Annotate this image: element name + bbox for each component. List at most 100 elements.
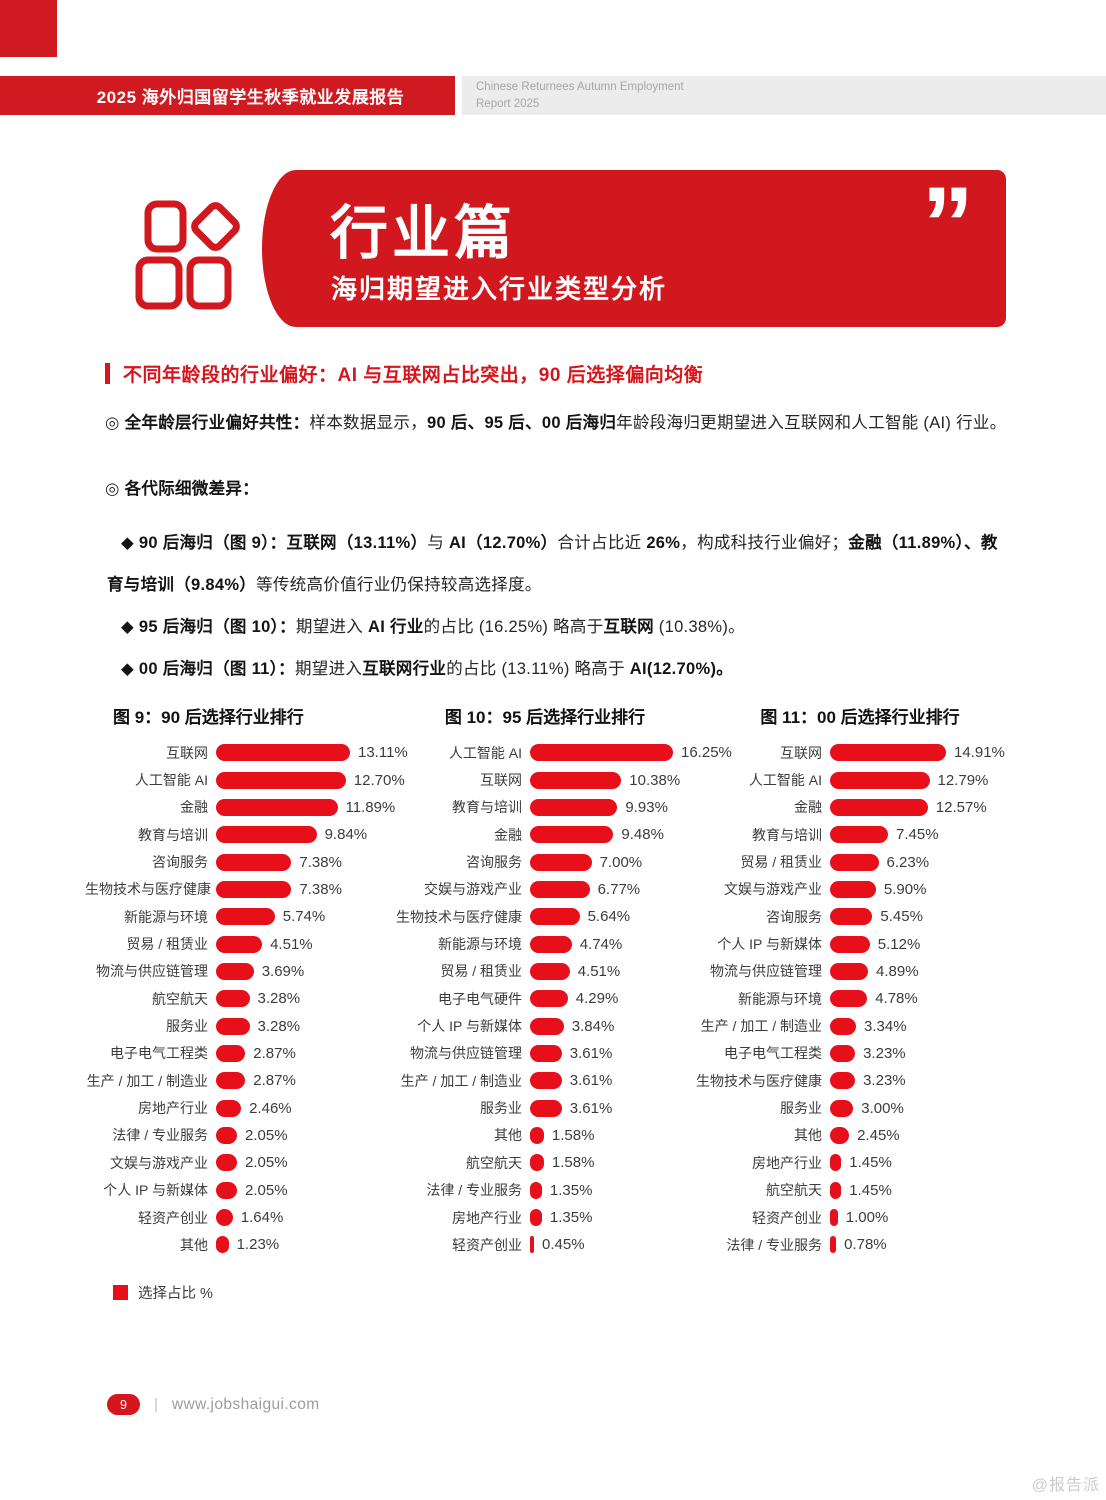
chart-title: 图 9：90 后选择行业排行 (113, 708, 304, 727)
value-label: 5.12% (877, 935, 921, 953)
bar (216, 1099, 242, 1117)
value-label: 3.28% (257, 990, 301, 1008)
value-label: 3.23% (863, 1072, 906, 1090)
text-segment: ◆ 00 后海归（图 11）： (121, 660, 295, 678)
chart-row: 物流与供应链管理 3.61% (395, 1040, 695, 1067)
bar (530, 798, 618, 816)
chart-row: 轻资产创业 1.00% (695, 1204, 1025, 1231)
bar (216, 908, 275, 926)
corner-decor-square (0, 0, 57, 57)
bar (216, 1017, 250, 1035)
category-label: 法律 / 专业服务 (426, 1182, 522, 1199)
bar (830, 990, 868, 1008)
chart-row: 物流与供应链管理 4.89% (695, 958, 1025, 985)
category-label: 咨询服务 (152, 854, 208, 871)
bar (216, 853, 292, 871)
value-label: 13.11% (358, 744, 408, 762)
chapter-banner: 行业篇 海归期望进入行业类型分析 ” (262, 170, 1006, 327)
chapter-subtitle: 海归期望进入行业类型分析 (331, 274, 668, 304)
icon-diamond (191, 202, 240, 251)
value-label: 7.38% (299, 880, 342, 898)
chart-row: 咨询服务 7.00% (395, 848, 695, 875)
category-label: 互联网 (166, 744, 208, 761)
text-segment: 等传统高价值行业仍保持较高选择度。 (256, 576, 542, 594)
chart-row: 法律 / 专业服务 2.05% (85, 1122, 395, 1149)
chart-row: 生物技术与医疗健康 3.23% (695, 1067, 1025, 1094)
legend-swatch-icon (113, 1285, 128, 1300)
bar (830, 1181, 842, 1199)
bar (216, 880, 292, 898)
category-label: 生产 / 加工 / 制造业 (400, 1072, 522, 1089)
value-label: 3.34% (864, 1017, 907, 1035)
report-title-cn: 2025 海外归国留学生秋季就业发展报告 (96, 88, 405, 107)
chart-row: 贸易 / 租赁业 4.51% (85, 930, 395, 957)
bar (830, 935, 870, 953)
bar (530, 1099, 562, 1117)
value-label: 2.05% (245, 1181, 288, 1199)
bar (830, 853, 879, 871)
category-label: 生产 / 加工 / 制造业 (700, 1018, 822, 1035)
chart-row: 金融 9.48% (395, 821, 695, 848)
paragraph-differences-heading: ◎ 各代际细微差异： (105, 468, 1010, 510)
bar (530, 1154, 544, 1172)
category-label: 电子电气工程类 (724, 1045, 822, 1062)
chart-row: 金融 11.89% (85, 794, 395, 821)
bar (216, 1044, 246, 1062)
category-label: 法律 / 专业服务 (726, 1236, 822, 1253)
value-label: 3.00% (861, 1099, 904, 1117)
value-label: 12.70% (353, 771, 405, 789)
chart-row: 服务业 3.61% (395, 1094, 695, 1121)
chart-row: 贸易 / 租赁业 4.51% (395, 958, 695, 985)
value-label: 10.38% (629, 771, 681, 789)
chart-row: 人工智能 AI 16.25% (395, 739, 732, 766)
text-segment: 90 后、95 后、00 后海归 (427, 414, 617, 432)
page-number-badge: 9 (107, 1394, 140, 1415)
bar (830, 1154, 842, 1172)
value-label: 1.58% (551, 1154, 595, 1172)
category-label: 金融 (180, 799, 208, 816)
chart-row: 生物技术与医疗健康 7.38% (85, 876, 395, 903)
chart-row: 新能源与环境 4.74% (395, 930, 695, 957)
value-label: 1.64% (240, 1209, 284, 1227)
value-label: 6.77% (597, 880, 641, 898)
chart-row: 咨询服务 5.45% (695, 903, 1025, 930)
bar (530, 771, 622, 789)
chart-title: 图 10：95 后选择行业排行 (444, 708, 646, 727)
category-label: 物流与供应链管理 (710, 963, 822, 980)
chart-row: 生产 / 加工 / 制造业 3.34% (695, 1012, 1025, 1039)
category-label: 交娱与游戏产业 (424, 881, 522, 898)
bar (216, 1126, 237, 1144)
bar (830, 798, 928, 816)
value-label: 3.23% (863, 1044, 906, 1062)
icon-square-top-left (144, 200, 187, 253)
bar (830, 880, 876, 898)
category-label: 其他 (794, 1127, 822, 1144)
value-label: 5.74% (282, 908, 326, 926)
text-segment: 年龄段海归更期望进入互联网和人工智能 (AI) 行业。 (616, 414, 1007, 432)
icon-square-bottom-left (135, 256, 183, 310)
chart-legend: 选择占比 % (113, 1282, 213, 1303)
bar (216, 744, 350, 762)
bar (216, 771, 346, 789)
section-heading: 不同年龄段的行业偏好：AI 与互联网占比突出，90 后选择偏向均衡 (105, 360, 703, 387)
text-segment: 合计占比近 (557, 534, 647, 552)
category-label: 人工智能 AI (448, 744, 522, 761)
bar (830, 771, 930, 789)
text-segment: 26% (646, 534, 681, 552)
value-label: 4.51% (577, 962, 621, 980)
value-label: 2.46% (249, 1099, 292, 1117)
bar (830, 1017, 856, 1035)
text-segment: AI（12.70%） (448, 534, 558, 552)
text-segment: AI(12.70%)。 (629, 660, 734, 678)
category-label: 教育与培训 (452, 799, 522, 816)
value-label: 1.23% (236, 1236, 280, 1254)
value-label: 0.78% (844, 1236, 887, 1254)
text-segment: ◎ (105, 414, 125, 432)
value-label: 2.87% (253, 1072, 296, 1090)
chart-row: 电子电气硬件 4.29% (395, 985, 695, 1012)
bar (530, 880, 590, 898)
bar-chart-11: 图 11：00 后选择行业排行 互联网 14.91% 人工智能 AI 12.79% 金融 1… (695, 703, 1025, 1259)
value-label: 9.93% (625, 798, 668, 816)
chart-row: 文娱与游戏产业 5.90% (695, 876, 1025, 903)
chart-row: 个人 IP 与新媒体 2.05% (85, 1177, 395, 1204)
